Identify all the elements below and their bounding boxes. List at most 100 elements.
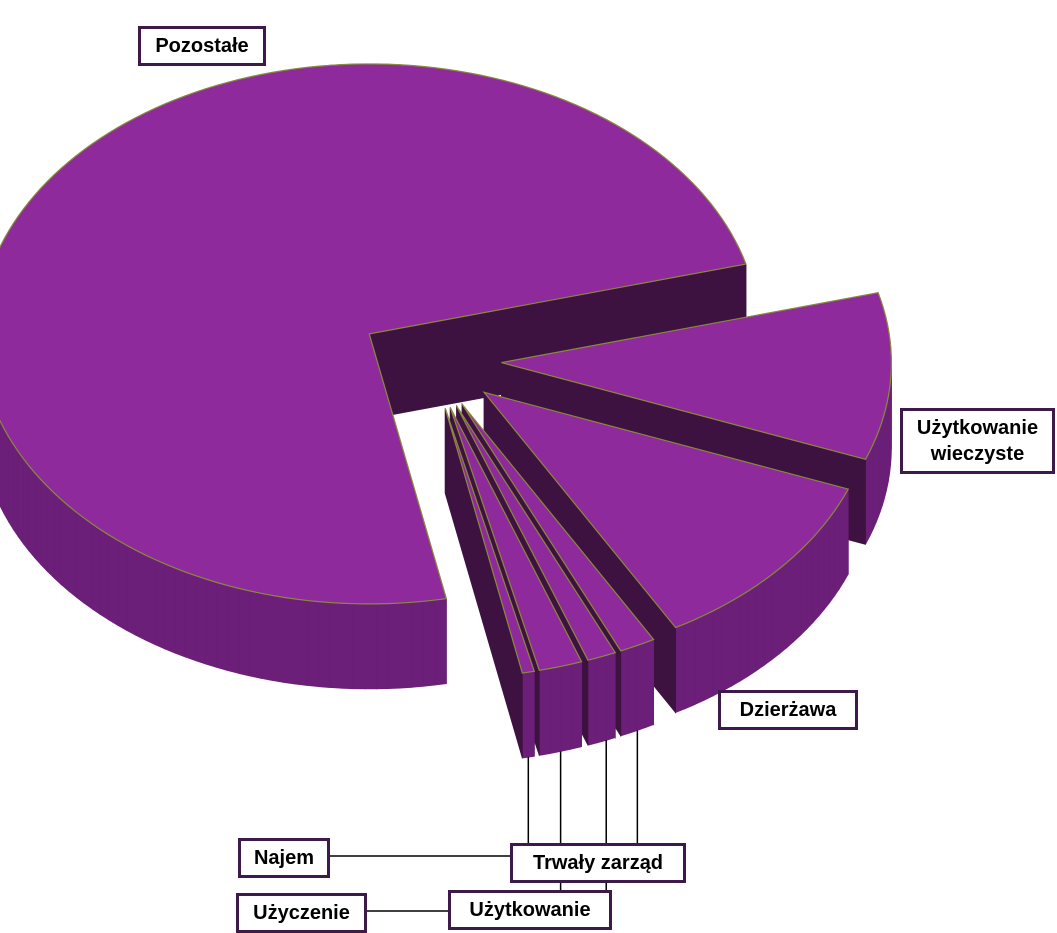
slice-side xyxy=(695,615,704,704)
slice-side xyxy=(118,540,127,630)
slice-side xyxy=(522,672,528,758)
slice-side xyxy=(748,586,756,676)
slice-side xyxy=(0,421,4,514)
slice-side xyxy=(217,582,228,670)
data-label: Pozostałe xyxy=(138,26,266,66)
slice-side xyxy=(54,493,61,584)
slice-side xyxy=(787,557,794,648)
slice-side xyxy=(676,624,686,713)
slice-side xyxy=(840,496,844,588)
slice-side xyxy=(435,599,447,685)
slice-side xyxy=(206,579,217,667)
slice-side xyxy=(47,486,54,578)
slice-side xyxy=(23,459,29,551)
slice-side xyxy=(155,560,165,649)
slice-side xyxy=(365,604,377,689)
slice-side xyxy=(865,452,869,545)
data-label: Najem xyxy=(238,838,330,878)
slice-side xyxy=(61,499,68,590)
slice-side xyxy=(779,563,786,654)
slice-side xyxy=(109,535,118,625)
slice-side xyxy=(731,596,740,686)
slice-side xyxy=(136,550,145,640)
slice-side xyxy=(76,512,84,603)
slice-side xyxy=(880,421,883,514)
slice-side xyxy=(646,639,654,727)
slice-side xyxy=(127,545,136,635)
slice-side xyxy=(588,658,597,745)
slice-side xyxy=(318,602,330,688)
slice-side xyxy=(307,600,319,686)
slice-side xyxy=(342,603,354,688)
slice-side xyxy=(877,429,880,522)
slice-side xyxy=(740,591,748,681)
data-label: Użyczenie xyxy=(236,893,367,933)
slice-side xyxy=(423,600,435,686)
slice-side xyxy=(539,668,550,755)
slice-side xyxy=(35,473,41,565)
leader-line xyxy=(598,730,637,861)
slice-side xyxy=(794,550,801,641)
data-label: Dzierżawa xyxy=(718,690,858,730)
slice-side xyxy=(261,593,272,680)
slice-side xyxy=(330,603,342,689)
slice-side xyxy=(764,575,772,666)
slice-side xyxy=(629,645,637,733)
slice-side xyxy=(92,524,100,615)
data-label: Trwały zarząd xyxy=(510,843,686,883)
slice-side xyxy=(84,518,92,609)
slice-side xyxy=(606,653,615,741)
data-label: Użytkowanie wieczyste xyxy=(900,408,1055,474)
slice-side xyxy=(772,569,779,660)
leader-line xyxy=(330,757,528,856)
slice-side xyxy=(353,604,365,689)
slice-side xyxy=(722,601,731,691)
slice-side xyxy=(685,620,695,709)
data-label: Użytkowanie xyxy=(448,890,612,930)
slice-side xyxy=(100,529,109,619)
slice-side xyxy=(870,444,874,537)
slice-side xyxy=(284,597,295,684)
slice-side xyxy=(835,503,840,595)
slice-side xyxy=(571,662,581,749)
slice-side xyxy=(637,643,645,731)
slice-side xyxy=(196,576,207,664)
slice-side xyxy=(819,524,825,616)
slice-side xyxy=(807,538,813,629)
slice-side xyxy=(146,555,156,645)
slice-side xyxy=(704,611,713,700)
slice-side xyxy=(41,480,47,572)
slice-side xyxy=(756,580,764,671)
slice-side xyxy=(185,572,195,661)
slice-side xyxy=(597,655,606,743)
slice-side xyxy=(165,564,175,653)
leader-line xyxy=(367,751,561,911)
slice-side xyxy=(388,603,400,689)
slice-side xyxy=(800,544,806,635)
slice-side xyxy=(621,648,629,736)
slice-side xyxy=(830,510,835,602)
slice-side xyxy=(844,489,848,581)
slice-side xyxy=(550,666,561,753)
slice-side xyxy=(400,602,412,688)
slice-side xyxy=(13,444,18,536)
slice-side xyxy=(272,595,283,682)
slice-side xyxy=(228,586,239,674)
slice-side xyxy=(824,517,829,609)
slice-side xyxy=(713,606,722,696)
slice-side xyxy=(29,466,35,558)
slice-side xyxy=(813,531,819,623)
slice-side xyxy=(295,599,307,685)
slice-side xyxy=(377,604,389,689)
slice-side xyxy=(175,568,185,657)
slice-side xyxy=(250,591,261,678)
slice-side xyxy=(68,506,76,597)
slice-side xyxy=(561,664,572,751)
slice-side xyxy=(239,588,250,676)
slice-side xyxy=(18,451,23,543)
slice-side xyxy=(412,601,424,687)
slice-side xyxy=(528,671,534,757)
slice-side xyxy=(4,429,8,522)
slice-side xyxy=(9,437,14,529)
